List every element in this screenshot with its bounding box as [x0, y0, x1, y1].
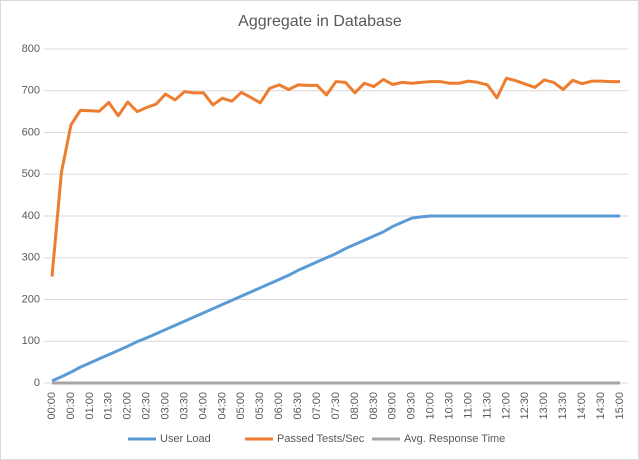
x-tick-label: 08:30 [368, 392, 380, 420]
x-tick-label: 04:30 [216, 392, 228, 420]
x-tick-label: 02:00 [122, 392, 134, 420]
y-tick-label: 800 [22, 43, 40, 55]
x-tick-label: 06:00 [273, 392, 285, 420]
x-tick-label: 04:00 [197, 392, 209, 420]
x-tick-label: 05:00 [235, 392, 247, 420]
x-tick-label: 09:00 [387, 392, 399, 420]
x-tick-label: 07:00 [311, 392, 323, 420]
x-tick-label: 00:00 [46, 392, 58, 420]
x-tick-label: 13:00 [538, 392, 550, 420]
chart-title: Aggregate in Database [238, 13, 402, 30]
series-line [51, 214, 620, 383]
series-line [50, 76, 620, 277]
x-tick-label: 01:00 [84, 392, 96, 420]
x-tick-label: 13:30 [557, 392, 569, 420]
x-tick-label: 02:30 [141, 392, 153, 420]
y-tick-label: 600 [22, 126, 40, 138]
x-tick-label: 05:30 [254, 392, 266, 420]
legend-label: Avg. Response Time [404, 433, 505, 445]
legend-label: User Load [160, 433, 211, 445]
y-tick-label: 500 [22, 168, 40, 180]
y-tick-label: 0 [34, 377, 40, 389]
x-tick-label: 00:30 [65, 392, 77, 420]
y-tick-label: 700 [22, 85, 40, 97]
x-tick-label: 15:00 [614, 392, 626, 420]
x-tick-label: 14:00 [576, 392, 588, 420]
x-tick-label: 11:00 [462, 392, 474, 419]
x-tick-label: 07:30 [330, 392, 342, 420]
y-tick-label: 400 [22, 210, 40, 222]
x-tick-label: 03:00 [160, 392, 172, 420]
x-tick-label: 12:00 [500, 392, 512, 420]
y-tick-label: 300 [22, 252, 40, 264]
y-tick-label: 200 [22, 293, 40, 305]
x-tick-label: 14:30 [595, 392, 607, 420]
x-tick-label: 12:30 [519, 392, 531, 420]
x-tick-label: 06:30 [292, 392, 304, 420]
x-tick-label: 09:30 [406, 392, 418, 420]
y-tick-label: 100 [22, 335, 40, 347]
x-tick-label: 03:30 [178, 392, 190, 420]
x-tick-label: 08:00 [349, 392, 361, 420]
x-tick-label: 11:30 [481, 392, 493, 419]
x-tick-label: 10:00 [425, 392, 437, 420]
x-tick-label: 10:30 [444, 392, 456, 420]
legend-label: Passed Tests/Sec [277, 433, 365, 445]
x-tick-label: 01:30 [103, 392, 115, 420]
